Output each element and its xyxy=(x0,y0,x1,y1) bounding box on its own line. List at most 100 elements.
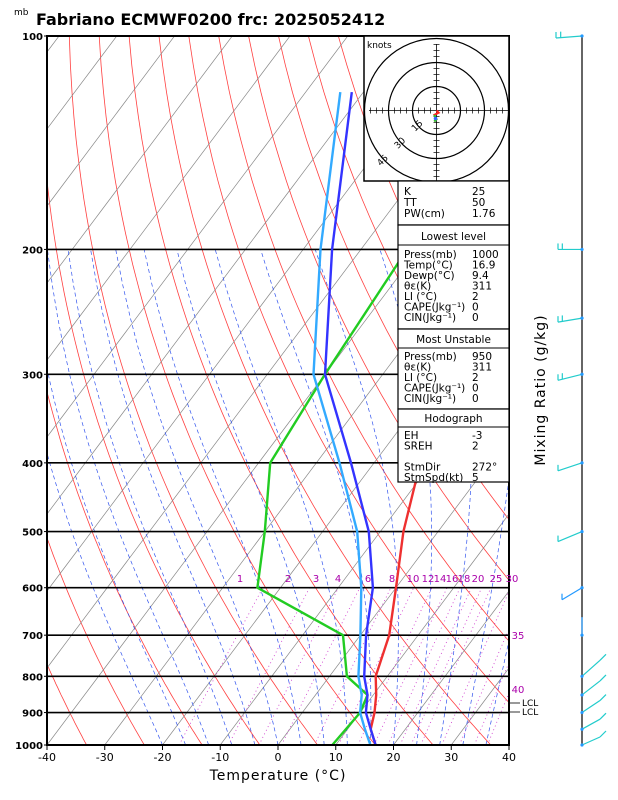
most-unstable-value: 0 xyxy=(472,383,479,395)
lowest-level-key: Press(mb) xyxy=(404,249,457,261)
temperature-tick-label: 0 xyxy=(275,751,282,764)
wind-barb-flag xyxy=(599,694,607,701)
index-value: 25 xyxy=(472,186,485,198)
wind-barb-staff xyxy=(555,35,583,39)
moist-adiabat xyxy=(47,451,163,745)
lowest-level-value: 0 xyxy=(472,302,479,314)
lowest-level-title: Lowest level xyxy=(421,231,486,243)
mixing-ratio-line xyxy=(338,587,415,745)
lowest-level-key: CAPE(Jkg⁻¹) xyxy=(404,302,465,314)
lcl-label: LCL xyxy=(522,708,538,718)
hodograph-stats-title: Hodograph xyxy=(424,413,482,425)
dry-adiabat xyxy=(607,36,618,745)
most-unstable-title: Most Unstable xyxy=(416,334,491,346)
most-unstable-key: LI (°C) xyxy=(404,372,437,384)
index-value: 1.76 xyxy=(472,208,496,220)
dry-adiabat xyxy=(577,36,618,745)
wind-barb-base xyxy=(580,372,584,376)
curve-temperature xyxy=(369,267,509,745)
temperature-tick-label: 30 xyxy=(444,751,458,764)
lowest-level-key: LI (°C) xyxy=(404,291,437,303)
wind-barb-base xyxy=(580,743,584,747)
index-value: 50 xyxy=(472,197,485,209)
wind-barb-base xyxy=(580,674,584,678)
background-grid xyxy=(47,36,618,745)
wind-barb-staff xyxy=(581,736,601,746)
dry-adiabat xyxy=(47,390,203,745)
mixing-ratio-line xyxy=(410,587,483,745)
mixing-ratio-label: 30 xyxy=(506,574,519,585)
mixing-ratio-line xyxy=(178,587,264,745)
hodograph-stat-key: SREH xyxy=(404,441,433,453)
mixing-ratio-label: 8 xyxy=(389,574,395,585)
indices-box xyxy=(397,180,510,226)
hodograph-units-label: knots xyxy=(367,41,392,51)
wind-barb-base xyxy=(580,586,584,590)
wind-barb-base xyxy=(580,247,584,252)
hodograph-stat-value: 272° xyxy=(472,462,497,474)
moist-adiabat xyxy=(485,638,509,745)
lowest-level-key: Temp(°C) xyxy=(403,260,453,272)
mixing-ratio-label: 1 xyxy=(237,574,243,585)
hodograph-stat-value: 5 xyxy=(472,472,479,484)
moist-adiabat xyxy=(47,249,210,745)
lowest-level-key: Dewp(°C) xyxy=(404,270,455,282)
dry-adiabat xyxy=(128,36,434,745)
temperature-axis: -40 -30 -20 -10 0 10 20 30 40 xyxy=(38,745,516,764)
wind-barb-base xyxy=(580,710,584,715)
wind-barbs-column xyxy=(555,31,607,747)
isotherm xyxy=(47,36,349,438)
chart-title: Fabriano ECMWF0200 frc: 2025052412 xyxy=(36,10,385,29)
pressure-tick-label: 100 xyxy=(22,32,43,43)
pressure-tick-label: 1000 xyxy=(15,741,43,752)
dry-adiabat xyxy=(158,36,492,745)
wind-barb-flag xyxy=(599,653,607,661)
most-unstable-key: θε(K) xyxy=(404,362,431,374)
index-key: TT xyxy=(403,197,417,209)
temperature-tick-label: -20 xyxy=(154,751,172,764)
most-unstable-value: 311 xyxy=(472,362,492,374)
mixing-ratio-label: 14 xyxy=(434,574,447,585)
dry-adiabat xyxy=(548,36,618,745)
hodograph-stat-key: StmSpd(kt) xyxy=(404,472,463,484)
mixing-ratio-label: 16 xyxy=(446,574,459,585)
mixing-ratio-label: 20 xyxy=(472,574,485,585)
most-unstable-value: 0 xyxy=(472,393,479,405)
moist-adiabat xyxy=(90,249,256,745)
wind-barb-flag xyxy=(599,730,607,738)
lowest-level-value: 9.4 xyxy=(472,270,489,282)
lowest-level-value: 0 xyxy=(472,312,479,324)
pressure-tick-label: 700 xyxy=(22,631,43,642)
wind-barb-staff xyxy=(581,680,601,696)
dry-adiabat xyxy=(278,36,509,521)
isotherm xyxy=(335,513,509,745)
mixing-ratio-label: 25 xyxy=(490,574,503,585)
isotherm xyxy=(393,590,509,745)
moist-adiabat xyxy=(115,249,279,745)
pressure-tick-label: 900 xyxy=(22,709,43,720)
hodograph-storm-motion xyxy=(433,116,438,121)
wind-barb-staff xyxy=(581,718,601,730)
moist-adiabat xyxy=(462,476,509,745)
hodograph-stat-value: 2 xyxy=(472,441,479,453)
isotherm xyxy=(47,36,118,130)
mixing-ratio-label: 35 xyxy=(512,631,525,642)
isotherm xyxy=(47,36,175,207)
most-unstable-key: Press(mb) xyxy=(404,351,457,363)
moist-adiabat xyxy=(439,249,473,745)
index-key: PW(cm) xyxy=(404,208,445,220)
mixing-ratio-label: 6 xyxy=(365,574,371,585)
hodograph-stat-key: StmDir xyxy=(404,462,441,474)
most-unstable-key: CIN(Jkg⁻¹) xyxy=(404,393,456,405)
pressure-tick-label: 200 xyxy=(22,245,43,256)
lowest-level-value: 311 xyxy=(472,281,492,293)
lowest-level-key: CIN(Jkg⁻¹) xyxy=(404,312,456,324)
mixing-ratio-label: 12 xyxy=(422,574,435,585)
isotherm xyxy=(47,36,233,284)
pressure-tick-label: 800 xyxy=(22,672,43,683)
lowest-level-box xyxy=(397,224,510,330)
hodograph-stat-value: -3 xyxy=(472,430,482,442)
pressure-tick-label: 600 xyxy=(22,584,43,595)
dry-adiabat xyxy=(98,36,376,745)
index-key: K xyxy=(404,186,412,198)
